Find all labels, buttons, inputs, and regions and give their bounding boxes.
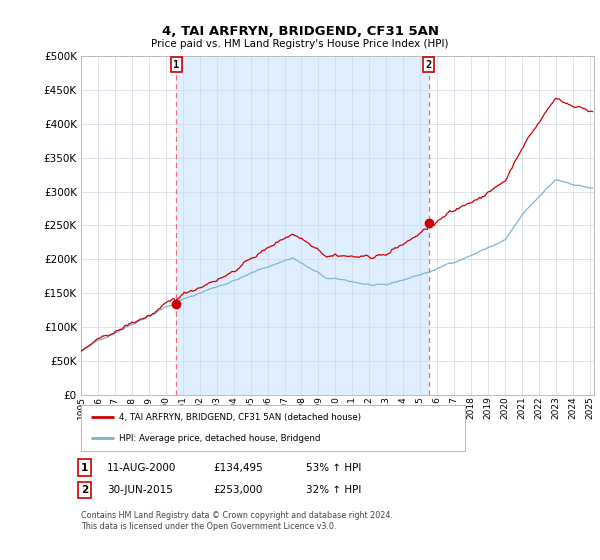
Text: 1: 1 <box>173 60 179 70</box>
Text: 2: 2 <box>425 60 432 70</box>
Text: 30-JUN-2015: 30-JUN-2015 <box>107 485 173 495</box>
Text: 11-AUG-2000: 11-AUG-2000 <box>107 463 176 473</box>
Text: 4, TAI ARFRYN, BRIDGEND, CF31 5AN: 4, TAI ARFRYN, BRIDGEND, CF31 5AN <box>161 25 439 38</box>
Text: 1: 1 <box>81 463 88 473</box>
Text: HPI: Average price, detached house, Bridgend: HPI: Average price, detached house, Brid… <box>119 434 321 443</box>
Text: 53% ↑ HPI: 53% ↑ HPI <box>306 463 361 473</box>
Text: £134,495: £134,495 <box>213 463 263 473</box>
Text: Price paid vs. HM Land Registry's House Price Index (HPI): Price paid vs. HM Land Registry's House … <box>151 39 449 49</box>
Text: 4, TAI ARFRYN, BRIDGEND, CF31 5AN (detached house): 4, TAI ARFRYN, BRIDGEND, CF31 5AN (detac… <box>119 413 362 422</box>
Text: £253,000: £253,000 <box>213 485 262 495</box>
Text: 32% ↑ HPI: 32% ↑ HPI <box>306 485 361 495</box>
Bar <box>176 56 428 395</box>
Text: 2: 2 <box>81 485 88 495</box>
Text: Contains HM Land Registry data © Crown copyright and database right 2024.
This d: Contains HM Land Registry data © Crown c… <box>81 511 393 531</box>
